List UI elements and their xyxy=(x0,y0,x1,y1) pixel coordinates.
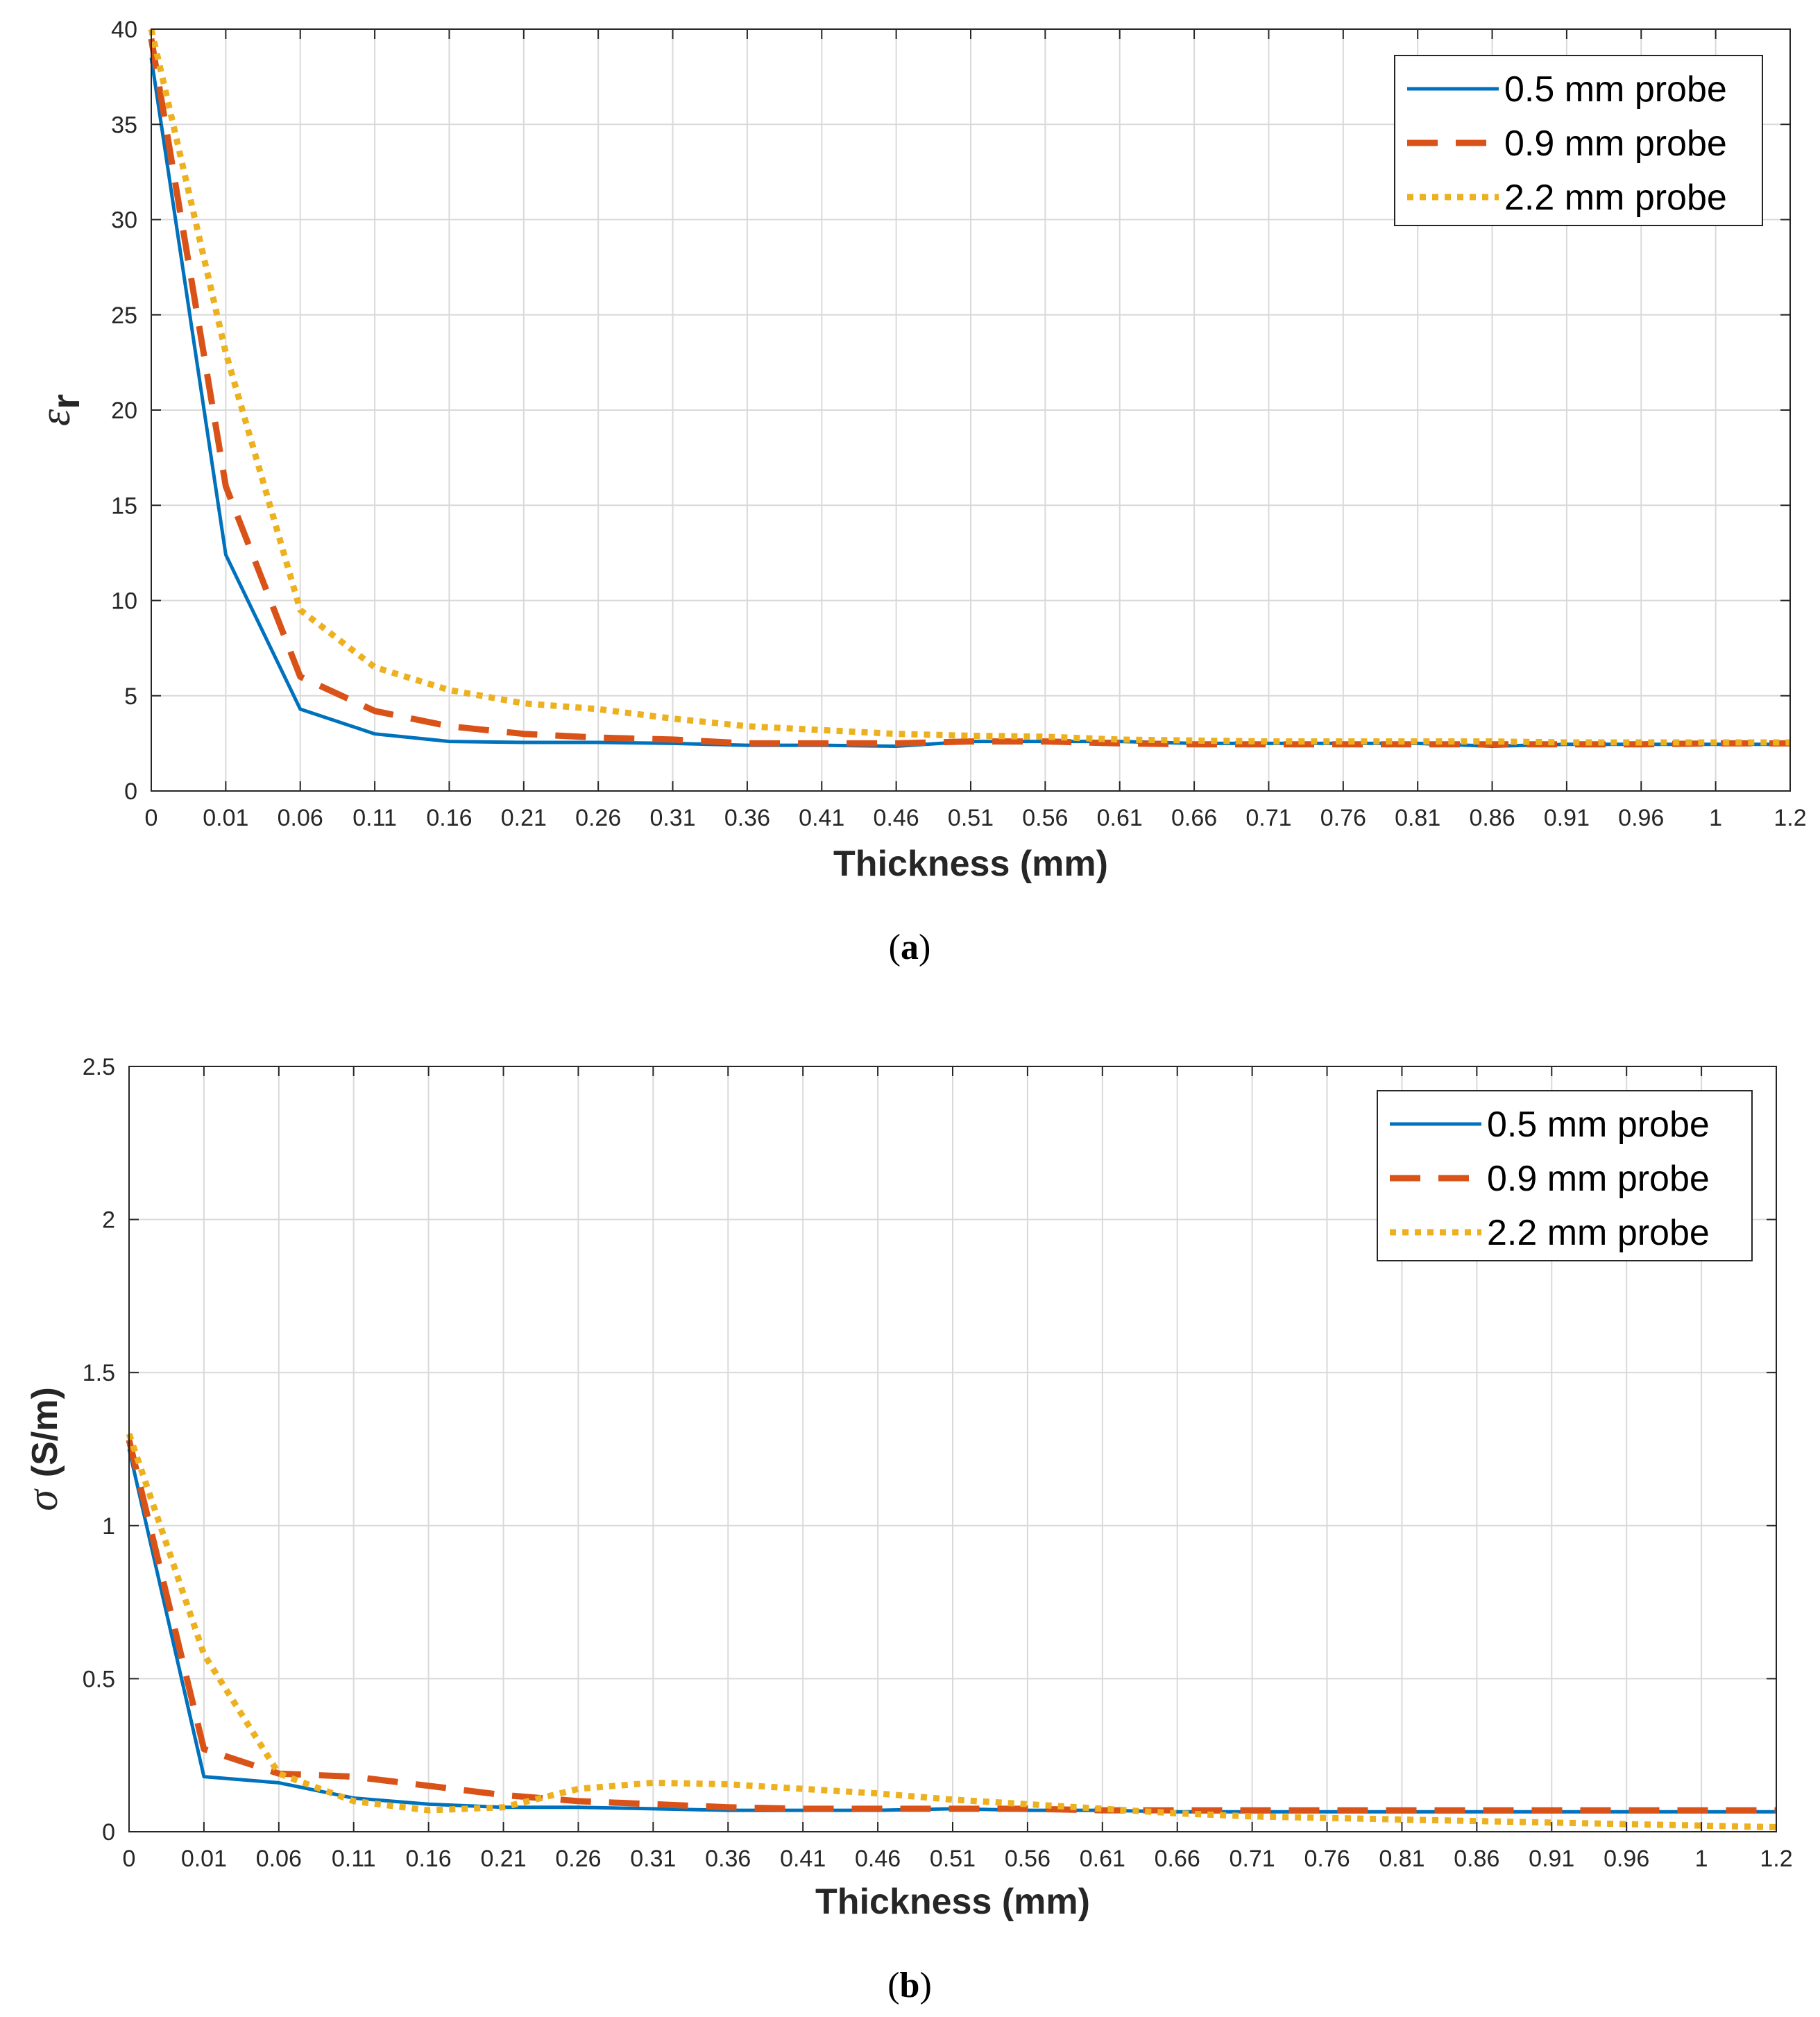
x-tick-label: 0.46 xyxy=(874,805,919,831)
x-tick-label: 0.91 xyxy=(1544,805,1590,831)
y-tick-labels-a: 0 5 10 15 20 25 30 35 40 xyxy=(111,17,137,805)
y-tick-label: 0 xyxy=(102,1819,115,1846)
y-tick-label: 1 xyxy=(102,1513,115,1540)
legend-label-3: 2.2 mm probe xyxy=(1487,1213,1710,1253)
x-tick-label: 0.21 xyxy=(501,805,547,831)
series-line-3 xyxy=(148,28,1790,746)
x-tick-label: 0.16 xyxy=(426,805,472,831)
x-axis-title-a: Thickness (mm) xyxy=(833,844,1108,884)
x-tick-label: 0 xyxy=(123,1846,136,1872)
y-tick-label: 35 xyxy=(111,112,137,138)
x-tick-label: 0.11 xyxy=(352,805,397,831)
x-tick-label: 0.31 xyxy=(649,805,695,831)
legend-label-1: 0.5 mm probe xyxy=(1504,69,1727,110)
x-tick-label: 0.01 xyxy=(181,1846,227,1872)
series-line-2 xyxy=(148,37,1790,748)
x-tick-label: 0.41 xyxy=(780,1846,826,1872)
chart-panel-a: 0 5 10 15 20 25 30 35 40 0 0.01 0.06 0.11 0.16 0.21 0.… xyxy=(32,17,1807,967)
x-tick-label: 0.16 xyxy=(406,1846,452,1872)
y-axis-title-b: σ (S/m) xyxy=(19,1387,67,1511)
x-tick-label: 0.61 xyxy=(1080,1846,1125,1872)
legend-a: 0.5 mm probe 0.9 mm probe 2.2 mm probe xyxy=(1394,55,1763,226)
x-tick-label: 0.91 xyxy=(1529,1846,1574,1872)
caption-a: (a) xyxy=(889,928,931,967)
x-tick-label: 0 xyxy=(145,805,158,831)
y-tick-label: 25 xyxy=(111,303,137,329)
y-tick-label: 40 xyxy=(111,17,137,43)
y-tick-label: 30 xyxy=(111,207,137,234)
x-tick-label: 0.26 xyxy=(555,1846,601,1872)
x-tick-label: 0.06 xyxy=(278,805,323,831)
x-tick-label: 0.76 xyxy=(1320,805,1366,831)
x-tick-labels-a: 0 0.01 0.06 0.11 0.16 0.21 0.26 0.31 0.36 0.41 0.4… xyxy=(145,805,1807,831)
x-tick-label: 1 xyxy=(1709,805,1722,831)
y-tick-label: 0 xyxy=(124,778,137,805)
x-tick-label: 0.41 xyxy=(799,805,844,831)
x-tick-label: 0.61 xyxy=(1097,805,1143,831)
x-tick-label: 0.76 xyxy=(1304,1846,1350,1872)
legend-label-3: 2.2 mm probe xyxy=(1504,178,1727,218)
x-tick-label: 0.06 xyxy=(256,1846,302,1872)
y-tick-label: 15 xyxy=(111,493,137,519)
x-tick-label: 0.36 xyxy=(705,1846,751,1872)
x-tick-label: 0.36 xyxy=(724,805,770,831)
x-tick-label: 0.56 xyxy=(1022,805,1068,831)
y-tick-label: 1.5 xyxy=(83,1360,115,1386)
legend-label-1: 0.5 mm probe xyxy=(1487,1105,1710,1145)
legend-label-2: 0.9 mm probe xyxy=(1487,1159,1710,1199)
y-tick-label: 2 xyxy=(102,1207,115,1234)
legend-box xyxy=(1394,55,1763,226)
tick-marks-b xyxy=(128,1066,1777,1832)
series-group-b xyxy=(126,1432,1777,1830)
y-axis-unit: (S/m) xyxy=(25,1387,65,1477)
x-axis-title-b: Thickness (mm) xyxy=(815,1882,1090,1922)
x-tick-label: 0.96 xyxy=(1604,1846,1649,1872)
x-tick-label: 0.56 xyxy=(1005,1846,1051,1872)
y-tick-label: 2.5 xyxy=(83,1054,115,1080)
x-tick-label: 0.71 xyxy=(1230,1846,1275,1872)
y-axis-symbol-epsilon: ε xyxy=(32,409,79,426)
chart-panel-b: 00.511.522.5 0 0.01 0.06 0.11 0.16 0.21 0.26 0.… xyxy=(19,1054,1793,2005)
x-tick-label: 0.51 xyxy=(948,805,994,831)
x-tick-label: 0.71 xyxy=(1245,805,1291,831)
tick-marks-a xyxy=(151,28,1791,792)
y-tick-labels-b: 0 0.5 1 1.5 2 2.5 xyxy=(83,1054,115,1846)
y-tick-label: 5 xyxy=(124,683,137,710)
x-tick-label: 0.96 xyxy=(1618,805,1664,831)
series-line-3 xyxy=(126,1432,1777,1830)
x-tick-label: 1.2 xyxy=(1774,805,1806,831)
x-tick-label: 0.01 xyxy=(203,805,248,831)
x-tick-label: 0.81 xyxy=(1395,805,1440,831)
x-tick-label: 1.2 xyxy=(1760,1846,1792,1872)
x-tick-label: 0.21 xyxy=(480,1846,526,1872)
x-tick-label: 0.51 xyxy=(930,1846,976,1872)
x-tick-label: 0.86 xyxy=(1454,1846,1499,1872)
x-tick-label: 0.66 xyxy=(1171,805,1217,831)
y-axis-symbol-sigma: σ xyxy=(19,1488,67,1511)
x-tick-label: 0.86 xyxy=(1469,805,1515,831)
x-tick-label: 0.11 xyxy=(332,1846,376,1872)
y-tick-label: 20 xyxy=(111,398,137,424)
x-tick-label: 0.26 xyxy=(575,805,621,831)
y-axis-title-a: εr xyxy=(32,394,87,426)
x-tick-label: 1 xyxy=(1695,1846,1708,1872)
y-axis-subscript-r: r xyxy=(44,394,87,409)
series-line-2 xyxy=(126,1439,1776,1814)
x-tick-label: 0.66 xyxy=(1155,1846,1200,1872)
x-tick-label: 0.31 xyxy=(630,1846,676,1872)
series-group-a xyxy=(148,28,1790,748)
x-tick-label: 0.46 xyxy=(855,1846,901,1872)
y-tick-label: 10 xyxy=(111,588,137,615)
x-tick-label: 0.81 xyxy=(1379,1846,1424,1872)
caption-b: (b) xyxy=(887,1966,932,2005)
legend-b: 0.5 mm probe 0.9 mm probe 2.2 mm probe xyxy=(1377,1090,1753,1261)
legend-label-2: 0.9 mm probe xyxy=(1504,124,1727,164)
y-tick-label: 0.5 xyxy=(83,1666,115,1692)
x-tick-labels-b: 0 0.01 0.06 0.11 0.16 0.21 0.26 0.31 0.36 0.41 0.4… xyxy=(123,1846,1793,1872)
